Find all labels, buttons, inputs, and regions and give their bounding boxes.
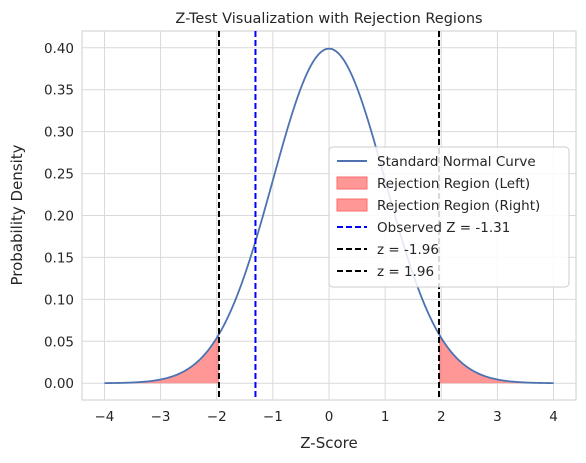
rejection-region	[104, 334, 219, 384]
x-tick-label: −1	[263, 409, 283, 425]
rejection-region	[439, 334, 554, 384]
x-tick-label: −3	[151, 409, 171, 425]
legend-box	[328, 146, 570, 288]
legend-label: z = 1.96	[377, 264, 434, 280]
y-axis-label: Probability Density	[8, 144, 26, 285]
y-tick-label: 0.10	[44, 292, 74, 308]
curve-layer	[104, 47, 554, 385]
x-tick-label: 1	[381, 409, 390, 425]
legend-swatch	[336, 176, 368, 190]
y-tick-label: 0.40	[44, 41, 74, 57]
x-tick-label: 2	[437, 409, 446, 425]
x-tick-label: −2	[207, 409, 227, 425]
legend-label: Observed Z = -1.31	[377, 220, 510, 236]
y-tick-label: 0.15	[44, 250, 74, 266]
x-axis-label: Z-Score	[300, 434, 357, 452]
x-tick-label: −4	[95, 409, 115, 425]
y-tick-label: 0.35	[44, 83, 74, 99]
legend: Standard Normal Curve Rejection Region (L…	[328, 146, 570, 288]
standard-normal-curve	[104, 47, 554, 385]
legend-label: Standard Normal Curve	[377, 154, 536, 170]
rejection-regions	[104, 334, 554, 384]
x-tick-label: 0	[325, 409, 334, 425]
y-tick-label: 0.00	[44, 376, 74, 392]
x-tick-label: 3	[493, 409, 502, 425]
y-tick-label: 0.30	[44, 125, 74, 141]
x-tick-label: 4	[549, 409, 558, 425]
legend-swatch	[336, 198, 368, 212]
y-tick-label: 0.20	[44, 209, 74, 225]
chart-title: Z-Test Visualization with Rejection Regi…	[175, 11, 482, 27]
legend-label: z = -1.96	[377, 242, 439, 258]
y-tick-label: 0.05	[44, 334, 74, 350]
tick-labels: −4 −3 −2 −1 0 1 2 3 4 0.00 0.05 0.10 0.15 0.20 0.25 0.3…	[44, 41, 558, 425]
y-tick-label: 0.25	[44, 167, 74, 183]
legend-label: Rejection Region (Left)	[377, 176, 530, 192]
legend-label: Rejection Region (Right)	[377, 198, 540, 214]
